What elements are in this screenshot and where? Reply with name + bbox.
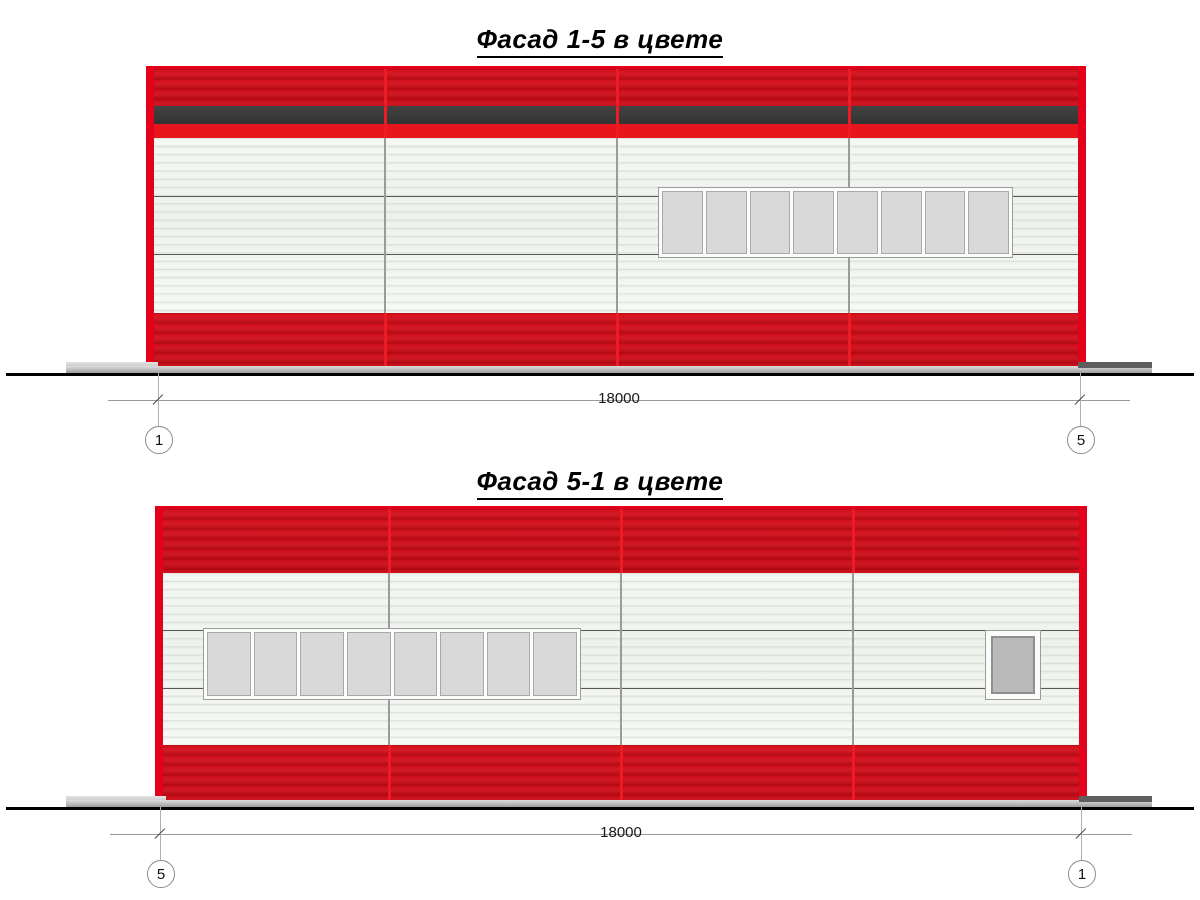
- axis-bubble-1-right[interactable]: 5: [1067, 426, 1095, 454]
- column-joint-red-2-a: [388, 509, 391, 573]
- facade-title-1-5: Фасад 1-5 в цвете: [0, 24, 1200, 58]
- axis-bubble-1-left[interactable]: 1: [145, 426, 173, 454]
- column-joint-red-1-e: [616, 313, 619, 371]
- axis-leader-1-left: [158, 400, 159, 427]
- window-ribbon-2-pane-7: [485, 631, 532, 697]
- axis-leader-2-left: [160, 834, 161, 861]
- column-joint-1-a: [384, 138, 386, 313]
- column-joint-red-2-c: [852, 509, 855, 573]
- window-ribbon-2[interactable]: [203, 628, 581, 700]
- column-joint-red-1-f: [848, 313, 851, 371]
- window-ribbon-2-pane-3: [299, 631, 345, 697]
- dimension-line-1: [108, 400, 1130, 401]
- plinth-strip-1: [66, 366, 1152, 373]
- column-joint-red-2-f: [852, 745, 855, 805]
- window-ribbon-2-pane-6: [439, 631, 485, 697]
- window-ribbon-2-pane-1: [206, 631, 252, 697]
- window-ribbon-1-pane-3: [748, 190, 792, 255]
- window-ribbon-1-pane-2: [704, 190, 748, 255]
- window-ribbon-2-pane-2: [252, 631, 299, 697]
- plinth-right-2: [1079, 796, 1152, 802]
- column-joint-red-1-d: [384, 313, 387, 371]
- column-joint-red-2-e: [620, 745, 623, 805]
- column-joint-red-1-c: [848, 69, 851, 138]
- facade-title-5-1-text: Фасад 5-1 в цвете: [476, 466, 724, 500]
- window-ribbon-1-pane-6: [879, 190, 923, 255]
- facade-title-1-5-text: Фасад 1-5 в цвете: [476, 24, 724, 58]
- single-window-2[interactable]: [985, 630, 1041, 700]
- column-joint-red-1-a: [384, 69, 387, 138]
- column-joint-red-1-b: [616, 69, 619, 138]
- column-joint-1-b: [616, 138, 618, 313]
- window-ribbon-2-pane-8: [532, 631, 578, 697]
- window-ribbon-1-pane-1: [661, 190, 704, 255]
- window-ribbon-1-pane-5: [836, 190, 879, 255]
- dimension-value-2: 18000: [600, 824, 642, 841]
- axis-bubble-2-right[interactable]: 1: [1068, 860, 1096, 888]
- ground-line-1: [6, 373, 1194, 376]
- facade-title-5-1: Фасад 5-1 в цвете: [0, 466, 1200, 500]
- plinth-right-1: [1078, 362, 1152, 368]
- plinth-strip-2: [66, 800, 1152, 807]
- window-ribbon-1-pane-8: [967, 190, 1010, 255]
- axis-leader-2-right: [1081, 834, 1082, 861]
- column-joint-red-2-d: [388, 745, 391, 805]
- axis-leader-1-right: [1080, 400, 1081, 427]
- column-joint-red-2-b: [620, 509, 623, 573]
- single-window-pane: [991, 636, 1035, 694]
- axis-bubble-2-left[interactable]: 5: [147, 860, 175, 888]
- window-ribbon-1[interactable]: [658, 187, 1013, 258]
- window-ribbon-2-pane-4: [345, 631, 392, 697]
- window-ribbon-1-pane-4: [792, 190, 835, 255]
- column-joint-2-b: [620, 573, 622, 745]
- window-ribbon-1-pane-7: [923, 190, 967, 255]
- window-ribbon-2-pane-5: [392, 631, 439, 697]
- dimension-value-1: 18000: [598, 390, 640, 407]
- column-joint-2-c: [852, 573, 854, 745]
- ground-line-2: [6, 807, 1194, 810]
- dimension-line-2: [110, 834, 1132, 835]
